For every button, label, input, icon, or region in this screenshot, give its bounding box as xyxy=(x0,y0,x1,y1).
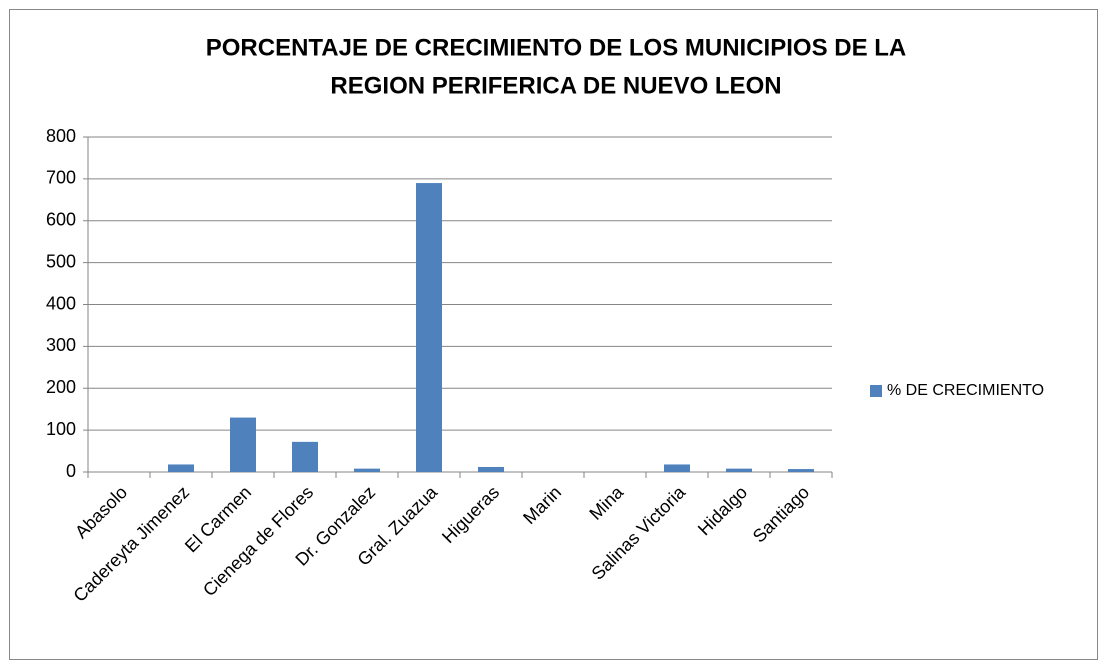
y-tick-label: 300 xyxy=(46,335,76,355)
y-tick-label: 500 xyxy=(46,251,76,271)
bar xyxy=(726,468,752,472)
legend-label: % DE CRECIMIENTO xyxy=(887,382,1044,399)
chart-title: REGION PERIFERICA DE NUEVO LEON xyxy=(330,72,781,99)
bar xyxy=(664,464,690,472)
y-tick-label: 600 xyxy=(46,210,76,230)
y-tick-label: 800 xyxy=(46,126,76,146)
chart-border xyxy=(9,9,1098,660)
bar xyxy=(788,469,814,472)
legend-swatch xyxy=(870,385,882,397)
y-tick-label: 100 xyxy=(46,419,76,439)
y-tick-label: 0 xyxy=(66,461,76,481)
chart-title: PORCENTAJE DE CRECIMIENTO DE LOS MUNICIP… xyxy=(206,34,907,61)
bar xyxy=(168,464,194,472)
bar xyxy=(230,417,256,472)
bar xyxy=(416,183,442,472)
y-tick-label: 700 xyxy=(46,168,76,188)
bar xyxy=(354,468,380,472)
bar xyxy=(478,466,504,472)
bar xyxy=(292,441,318,472)
y-tick-label: 200 xyxy=(46,377,76,397)
y-tick-label: 400 xyxy=(46,293,76,313)
